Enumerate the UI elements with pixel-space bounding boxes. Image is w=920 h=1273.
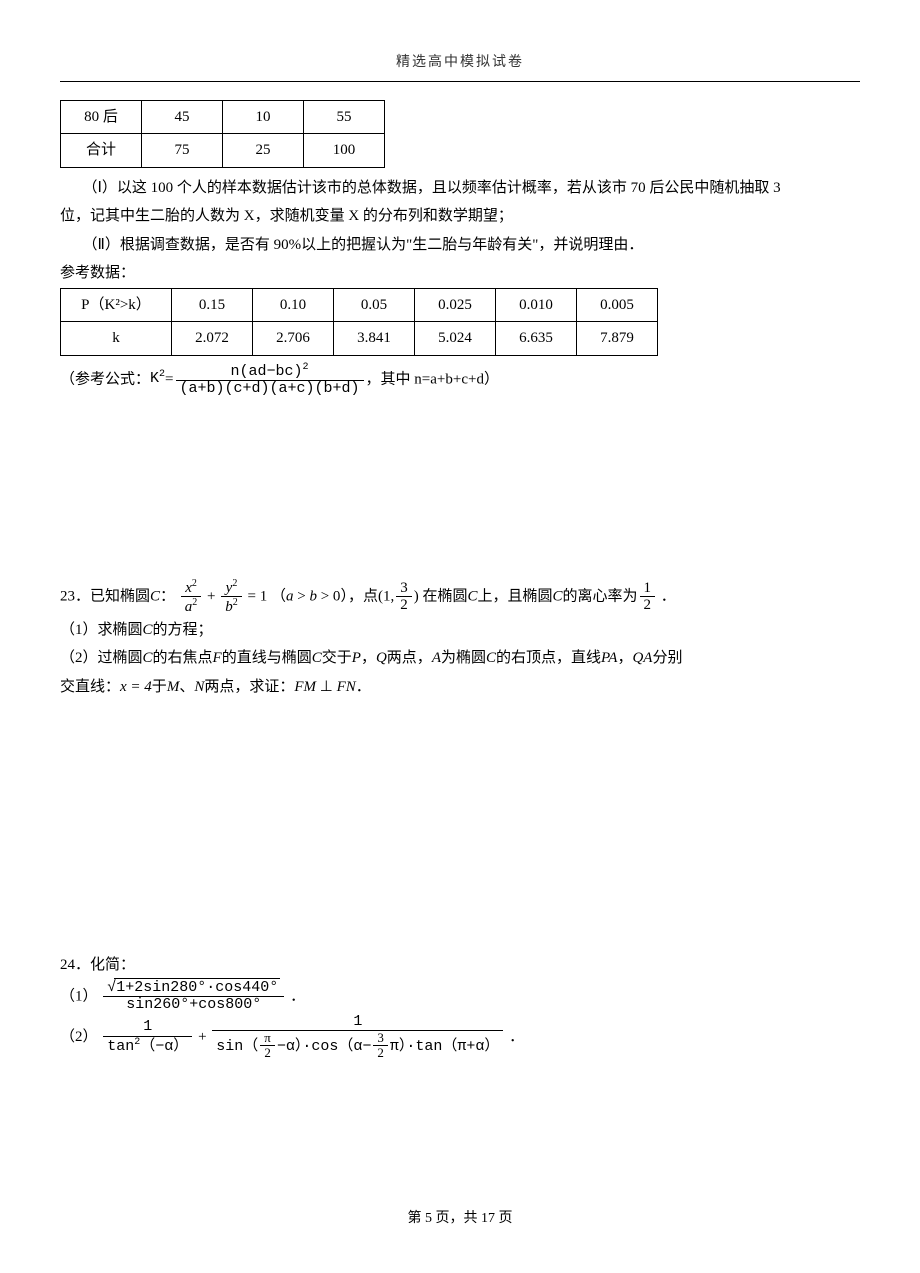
frac-q24-2a: 1 tan2（−α）: [103, 1019, 192, 1055]
cell: 5.024: [415, 322, 496, 356]
frac-x2a2: x2 a2: [181, 578, 202, 616]
q24-p1: （1） 1+2sin280°·cos440° sin260°+cos800° ．: [60, 980, 860, 1014]
cell: 10: [223, 100, 304, 134]
table-row: 80 后 45 10 55: [61, 100, 385, 134]
q24-p2: （2） 1 tan2（−α） + 1 sin（π2−α）·cos（α−32π）·…: [60, 1014, 860, 1061]
frac-1-2: 12: [640, 580, 656, 614]
q23-p3: 交直线：x = 4于M、N两点，求证：FM ⊥ FN．: [60, 673, 860, 702]
page-footer: 第 5 页，共 17 页: [60, 1206, 860, 1233]
cell: 0.15: [172, 288, 253, 322]
cell: 6.635: [496, 322, 577, 356]
cell: 45: [142, 100, 223, 134]
formula-suffix: ，其中 n=a+b+c+d）: [366, 371, 499, 387]
k-squared: K2: [150, 365, 165, 394]
q22-part1a: （Ⅰ）以这 100 个人的样本数据估计该市的总体数据，且以频率估计概率，若从该市…: [60, 174, 860, 203]
cell: 75: [142, 134, 223, 168]
cell-label: 80 后: [61, 100, 142, 134]
frac-q24-2b: 1 sin（π2−α）·cos（α−32π）·tan（π+α）: [212, 1014, 503, 1061]
q24-title: 24．化简：: [60, 951, 860, 980]
formula-line: （参考公式：K2= n(ad−bc)2 (a+b)(c+d)(a+c)(b+d)…: [60, 362, 860, 398]
cell: 2.706: [253, 322, 334, 356]
cell-header: k: [61, 322, 172, 356]
table-age-group: 80 后 45 10 55 合计 75 25 100: [60, 100, 385, 168]
cell: 0.10: [253, 288, 334, 322]
q22-part2: （Ⅱ）根据调查数据，是否有 90%以上的把握认为"生二胎与年龄有关"，并说明理由…: [60, 231, 860, 260]
q23-p1: （1）求椭圆C的方程；: [60, 616, 860, 645]
cell: 3.841: [334, 322, 415, 356]
page-total: 17: [481, 1211, 495, 1226]
table-row: 合计 75 25 100: [61, 134, 385, 168]
frac-y2b2: y2 b2: [221, 578, 242, 616]
table-row: P（K²>k） 0.15 0.10 0.05 0.025 0.010 0.005: [61, 288, 658, 322]
frac-3-2: 32: [396, 580, 412, 614]
cell-label: 合计: [61, 134, 142, 168]
ref-data-title: 参考数据：: [60, 259, 860, 288]
formula-prefix: （参考公式：: [60, 371, 150, 387]
cell-header: P（K²>k）: [61, 288, 172, 322]
table-row: k 2.072 2.706 3.841 5.024 6.635 7.879: [61, 322, 658, 356]
cell: 100: [304, 134, 385, 168]
page-header: 精选高中模拟试卷: [60, 50, 860, 82]
cell: 55: [304, 100, 385, 134]
frac-q24-1: 1+2sin280°·cos440° sin260°+cos800°: [103, 980, 284, 1014]
cell: 0.025: [415, 288, 496, 322]
cell: 0.010: [496, 288, 577, 322]
table-chi-square: P（K²>k） 0.15 0.10 0.05 0.025 0.010 0.005…: [60, 288, 658, 356]
cell: 25: [223, 134, 304, 168]
cell: 0.005: [577, 288, 658, 322]
page-number: 5: [425, 1211, 432, 1226]
q23-p2: （2）过椭圆C的右焦点F的直线与椭圆C交于P，Q两点，A为椭圆C的右顶点，直线P…: [60, 644, 860, 673]
cell: 0.05: [334, 288, 415, 322]
cell: 7.879: [577, 322, 658, 356]
q23-line1: 23．已知椭圆C： x2 a2 + y2 b2 = 1 （a > b > 0），…: [60, 578, 860, 616]
q22-part1b: 位，记其中生二胎的人数为 X，求随机变量 X 的分布列和数学期望；: [60, 202, 860, 231]
cell: 2.072: [172, 322, 253, 356]
header-title: 精选高中模拟试卷: [396, 55, 524, 70]
k2-fraction: n(ad−bc)2 (a+b)(c+d)(a+c)(b+d): [176, 362, 364, 398]
